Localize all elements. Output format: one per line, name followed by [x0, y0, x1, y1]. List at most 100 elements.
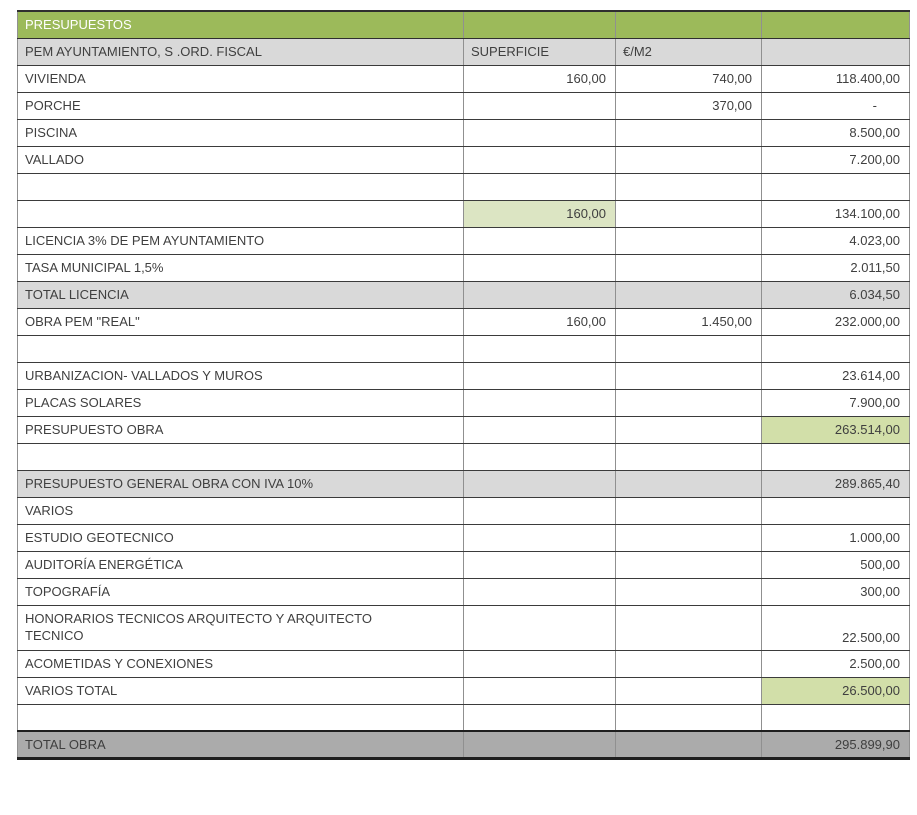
table-row: ACOMETIDAS Y CONEXIONES 2.500,00: [17, 649, 910, 678]
cell-text: 300,00: [860, 584, 900, 599]
superficie-cell: [463, 361, 616, 390]
cell-text: TASA MUNICIPAL 1,5%: [25, 260, 164, 275]
euro-m2-cell: [615, 469, 762, 498]
row-label-cell: VALLADO: [17, 145, 464, 174]
euro-m2-cell: [615, 10, 762, 39]
superficie-cell: [463, 676, 616, 705]
row-label-cell: HONORARIOS TECNICOS ARQUITECTO Y ARQUITE…: [17, 604, 464, 651]
cell-text: TOTAL OBRA: [25, 736, 106, 752]
euro-m2-cell: [615, 604, 762, 651]
table-row: [17, 334, 910, 363]
superficie-cell: [463, 334, 616, 363]
row-label-cell: [17, 442, 464, 471]
row-label-cell: OBRA PEM "REAL": [17, 307, 464, 336]
presupuestos-table-body: PRESUPUESTOS PEM AYUNTAMIENTO, S .ORD. FI…: [17, 10, 910, 760]
superficie-cell: [463, 415, 616, 444]
row-label-cell: TOTAL OBRA: [17, 730, 464, 760]
importe-cell: 7.200,00: [761, 145, 910, 174]
row-label-cell: AUDITORÍA ENERGÉTICA: [17, 550, 464, 579]
euro-m2-cell: [615, 280, 762, 309]
importe-cell: 295.899,90: [761, 730, 910, 760]
table-row: PRESUPUESTO OBRA 263.514,00: [17, 415, 910, 444]
importe-cell: [761, 496, 910, 525]
table-row: TOPOGRAFÍA 300,00: [17, 577, 910, 606]
euro-m2-cell: [615, 361, 762, 390]
superficie-cell: [463, 550, 616, 579]
importe-cell: 23.614,00: [761, 361, 910, 390]
cell-text: SUPERFICIE: [471, 44, 550, 59]
table-row: VARIOS TOTAL 26.500,00: [17, 676, 910, 705]
cell-text: TOPOGRAFÍA: [25, 584, 110, 599]
importe-cell: 1.000,00: [761, 523, 910, 552]
superficie-cell: [463, 388, 616, 417]
table-row: URBANIZACION- VALLADOS Y MUROS 23.614,00: [17, 361, 910, 390]
superficie-cell: [463, 442, 616, 471]
row-label-cell: TASA MUNICIPAL 1,5%: [17, 253, 464, 282]
importe-cell: 118.400,00: [761, 64, 910, 93]
cell-text: PEM AYUNTAMIENTO, S .ORD. FISCAL: [25, 44, 262, 59]
superficie-cell: SUPERFICIE: [463, 37, 616, 66]
cell-text: 26.500,00: [842, 683, 900, 698]
cell-text: 500,00: [860, 557, 900, 572]
cell-text: -: [872, 98, 877, 113]
importe-cell: [761, 703, 910, 732]
superficie-cell: 160,00: [463, 307, 616, 336]
euro-m2-cell: [615, 577, 762, 606]
importe-cell: [761, 442, 910, 471]
subtotal-row: TOTAL LICENCIA 6.034,50: [17, 280, 910, 309]
cell-text: TOTAL LICENCIA: [25, 287, 129, 302]
row-label-cell: [17, 199, 464, 228]
euro-m2-cell: [615, 649, 762, 678]
importe-cell: 134.100,00: [761, 199, 910, 228]
cell-text: VARIOS TOTAL: [25, 683, 118, 698]
superficie-cell: [463, 226, 616, 255]
importe-cell: 300,00: [761, 577, 910, 606]
cell-text: 1.000,00: [849, 530, 900, 545]
cell-text: AUDITORÍA ENERGÉTICA: [25, 557, 183, 572]
row-label-cell: PEM AYUNTAMIENTO, S .ORD. FISCAL: [17, 37, 464, 66]
cell-text: VALLADO: [25, 152, 85, 167]
euro-m2-cell: [615, 442, 762, 471]
table-row: AUDITORÍA ENERGÉTICA 500,00: [17, 550, 910, 579]
euro-m2-cell: [615, 145, 762, 174]
row-label-cell: LICENCIA 3% DE PEM AYUNTAMIENTO: [17, 226, 464, 255]
cell-text: 23.614,00: [842, 368, 900, 383]
cell-text: PISCINA: [25, 125, 78, 140]
importe-cell: 6.034,50: [761, 280, 910, 309]
importe-cell: -: [761, 91, 910, 120]
euro-m2-cell: [615, 496, 762, 525]
importe-cell: [761, 37, 910, 66]
euro-m2-cell: 370,00: [615, 91, 762, 120]
row-label-cell: PRESUPUESTO OBRA: [17, 415, 464, 444]
importe-cell: 2.500,00: [761, 649, 910, 678]
table-row: PLACAS SOLARES 7.900,00: [17, 388, 910, 417]
cell-text: 7.200,00: [849, 152, 900, 167]
euro-m2-cell: [615, 415, 762, 444]
cell-text: 22.500,00: [842, 629, 900, 645]
euro-m2-cell: 1.450,00: [615, 307, 762, 336]
superficie-cell: [463, 118, 616, 147]
subtotal-row: PRESUPUESTO GENERAL OBRA CON IVA 10% 289.…: [17, 469, 910, 498]
cell-text: URBANIZACION- VALLADOS Y MUROS: [25, 368, 263, 383]
importe-cell: [761, 10, 910, 39]
table-title-cell: PRESUPUESTOS: [17, 10, 464, 39]
superficie-cell: [463, 496, 616, 525]
cell-text: 134.100,00: [834, 206, 900, 221]
superficie-cell: [463, 91, 616, 120]
cell-text: 4.023,00: [849, 233, 900, 248]
cell-text: HONORARIOS TECNICOS ARQUITECTO Y ARQUITE…: [25, 610, 372, 643]
superficie-cell: [463, 172, 616, 201]
importe-cell: 2.011,50: [761, 253, 910, 282]
row-label-cell: [17, 172, 464, 201]
cell-text: PRESUPUESTOS: [25, 17, 132, 33]
table-row: [17, 703, 910, 732]
cell-text: €/M2: [623, 44, 652, 59]
cell-text: 232.000,00: [834, 314, 900, 329]
table-row: 160,00 134.100,00: [17, 199, 910, 228]
euro-m2-cell: [615, 550, 762, 579]
euro-m2-cell: [615, 118, 762, 147]
euro-m2-cell: 740,00: [615, 64, 762, 93]
cell-text: 740,00: [712, 71, 752, 86]
euro-m2-cell: [615, 388, 762, 417]
cell-text: 6.034,50: [849, 287, 900, 302]
